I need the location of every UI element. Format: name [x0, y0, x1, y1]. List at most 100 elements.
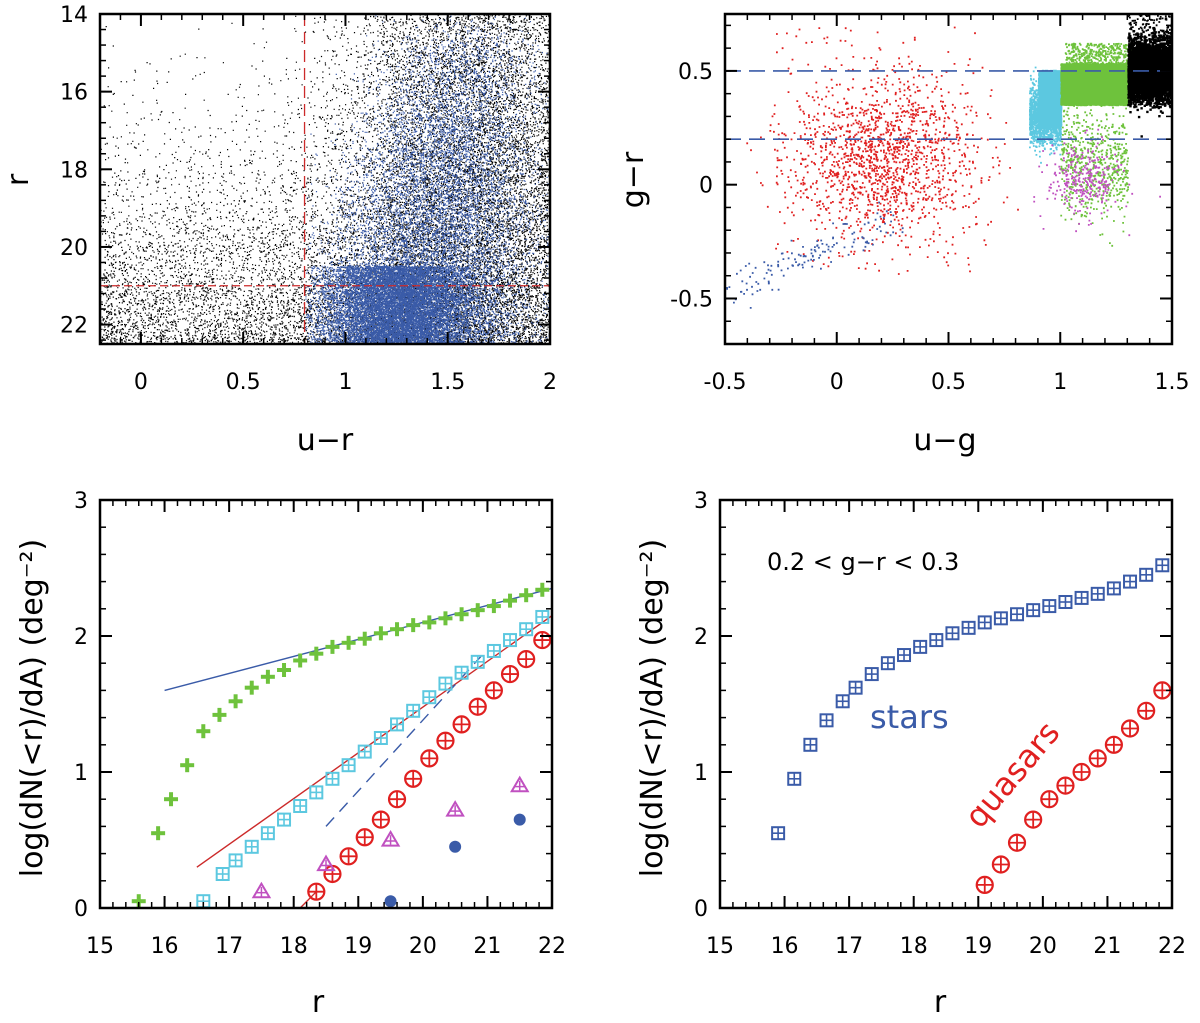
- y-tick-label: 14: [60, 3, 88, 28]
- boxed-plus-marker: [945, 626, 960, 641]
- panel-d-ticks: 15 16 17 18 19 20 21 22 0 1 2 3: [694, 489, 1186, 959]
- x-tick-label: 1: [1053, 370, 1067, 395]
- panel-d: 15 16 17 18 19 20 21 22 0 1 2 3 0.2 < g−r < 0.3 sta…: [635, 489, 1186, 1020]
- panel-c-series-4: [384, 813, 526, 908]
- x-tick-label: 18: [900, 934, 928, 959]
- cross-marker: [151, 826, 166, 841]
- filled-circle-marker: [449, 840, 462, 853]
- y-tick-label: 0.5: [678, 60, 713, 85]
- y-tick-label: 1: [694, 761, 708, 786]
- boxed-plus-marker: [1010, 607, 1025, 622]
- panel-a-xlabel: u−r: [297, 423, 354, 458]
- boxed-plus-marker: [1026, 603, 1041, 618]
- triangle: [251, 881, 272, 899]
- x-tick-label: 0: [830, 370, 844, 395]
- cross-marker: [390, 622, 405, 637]
- boxed-plus-marker: [244, 839, 259, 854]
- boxed-plus-marker: [309, 785, 324, 800]
- boxed-plus-marker: [535, 609, 550, 624]
- boxed-plus-marker: [835, 694, 850, 709]
- y-tick-label: 2: [694, 625, 708, 650]
- x-tick-label: 0.5: [226, 370, 261, 395]
- triangle-plus-marker: [509, 775, 530, 793]
- panel-d-ylabel: log(dN(<r)/dA) (deg⁻²): [635, 539, 670, 878]
- panel-c-ylabel: log(dN(<r)/dA) (deg⁻²): [15, 539, 50, 878]
- circled-plus-marker: [1137, 701, 1156, 720]
- cross-marker: [470, 603, 485, 618]
- boxed-plus-marker: [1090, 586, 1105, 601]
- cross-marker: [422, 615, 437, 630]
- panel-b: -0.5 0 0.5 1 1.5 -0.5 0 0.5 u−g g−r: [616, 12, 1190, 458]
- x-tick-label: 21: [1093, 934, 1121, 959]
- boxed-plus-marker: [470, 654, 485, 669]
- boxed-plus-marker: [1074, 590, 1089, 605]
- panel-b-points-quasars-sparse: [769, 26, 993, 275]
- cross-marker: [486, 599, 501, 614]
- cross-marker: [293, 653, 308, 668]
- triangle: [445, 800, 465, 817]
- boxed-plus-marker: [864, 667, 879, 682]
- y-tick-label: 16: [60, 81, 88, 106]
- boxed-plus-marker: [215, 867, 230, 881]
- boxed-plus-marker: [519, 622, 534, 637]
- circled-plus-marker: [307, 882, 326, 901]
- x-tick-label: 16: [771, 934, 799, 959]
- panel-a-points-selected: [304, 14, 550, 344]
- panel-c-ticks: 15 16 17 18 19 20 21 22 0 1 2 3: [74, 489, 566, 959]
- circled-plus-marker: [1007, 833, 1027, 852]
- y-tick-label: 1: [74, 761, 88, 786]
- panel-a-points: [100, 14, 550, 344]
- cross-marker: [164, 792, 179, 807]
- x-tick-label: 1: [338, 370, 352, 395]
- cross-marker: [228, 694, 243, 709]
- x-tick-label: 15: [86, 934, 114, 959]
- boxed-plus-marker: [406, 703, 421, 718]
- boxed-plus-marker: [880, 656, 895, 671]
- boxed-plus-marker: [341, 758, 356, 773]
- circled-plus-marker: [991, 855, 1010, 874]
- boxed-plus-marker: [357, 744, 372, 759]
- cross-marker: [309, 646, 324, 661]
- x-tick-label: 15: [706, 934, 734, 959]
- triangle-plus-marker: [445, 800, 465, 817]
- cross-marker: [454, 607, 469, 622]
- boxed-plus-marker: [228, 853, 243, 868]
- boxed-plus-marker: [373, 731, 388, 745]
- panel-b-points-blue-tail: [726, 201, 904, 309]
- circled-plus-marker: [371, 810, 390, 829]
- boxed-plus-marker: [390, 717, 405, 732]
- cross-marker: [180, 758, 195, 773]
- circled-plus-marker: [975, 875, 994, 894]
- circled-plus-marker: [1072, 762, 1091, 782]
- circled-plus-marker: [436, 731, 455, 750]
- triangle: [509, 775, 530, 793]
- panel-c-points: [131, 582, 552, 909]
- circled-plus-marker: [339, 847, 358, 866]
- triangle-plus-marker: [316, 854, 336, 872]
- panel-c-frame: [98, 498, 554, 910]
- circled-plus-marker: [1120, 719, 1140, 738]
- y-tick-label: 18: [60, 158, 88, 183]
- boxed-plus-marker: [803, 737, 818, 752]
- y-tick-label: 0: [694, 897, 708, 922]
- panel-b-points-black-sparse: [1127, 14, 1172, 106]
- circled-plus-marker: [452, 715, 471, 734]
- panel-a-cuts: [100, 14, 550, 344]
- circled-plus-marker: [355, 828, 374, 847]
- boxed-plus-marker: [993, 611, 1008, 626]
- boxed-plus-marker: [454, 665, 469, 680]
- circled-plus-marker: [404, 769, 423, 788]
- cross-marker: [277, 663, 292, 677]
- panel-d-xlabel: r: [934, 985, 947, 1020]
- y-tick-label: -0.5: [670, 287, 713, 312]
- boxed-plus-marker: [819, 713, 834, 728]
- boxed-plus-marker: [1058, 595, 1073, 609]
- circled-plus-marker: [1040, 790, 1059, 809]
- boxed-plus-marker: [260, 826, 275, 841]
- cross-marker: [244, 680, 259, 695]
- circled-plus-marker: [1088, 749, 1107, 768]
- panel-b-points: [726, 14, 1172, 309]
- x-tick-label: 16: [151, 934, 179, 959]
- boxed-plus-marker: [929, 633, 944, 648]
